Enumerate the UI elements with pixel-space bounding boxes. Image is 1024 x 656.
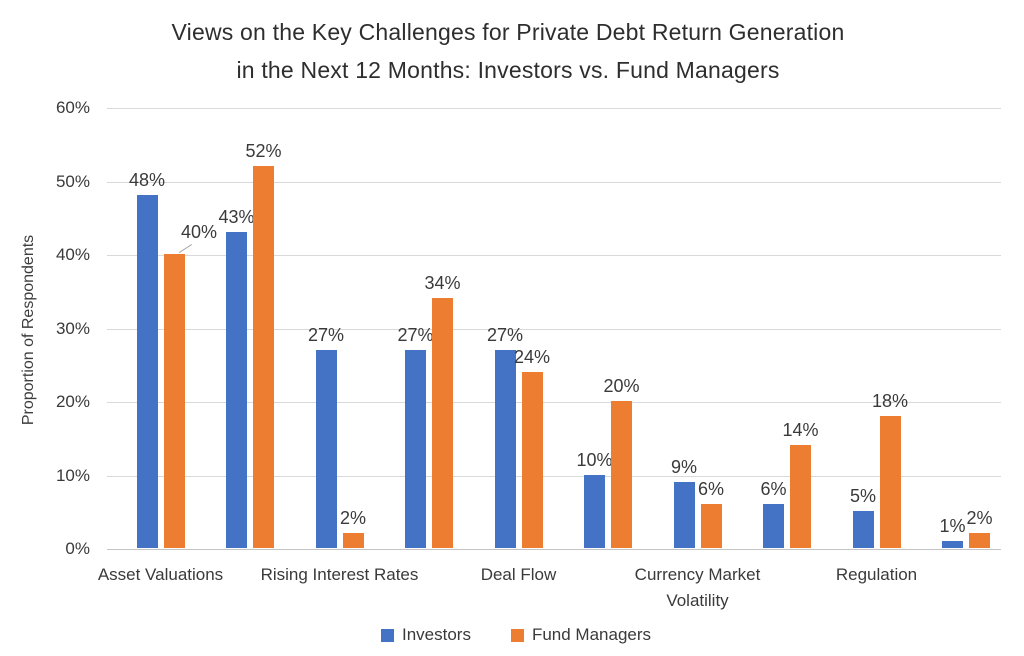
x-axis-label-deal-flow: Deal Flow	[480, 565, 557, 584]
y-tick-label: 20%	[55, 392, 90, 411]
y-tick-label: 40%	[55, 245, 90, 264]
plot-area: 48% 43% 27% 27% 27% 10% 9% 6% 5% 1% 40% 52% 2% 34% 24%…	[107, 108, 1001, 550]
legend-label: Investors	[401, 625, 471, 644]
gridline	[107, 255, 1001, 256]
bar-value-label: 10%	[576, 449, 613, 470]
bar-fund-managers	[879, 415, 901, 548]
bar-value-label: 24%	[513, 346, 551, 367]
bar-value-label: 48%	[128, 170, 166, 191]
y-tick-label: 0%	[65, 539, 90, 558]
bar-investors	[852, 511, 874, 548]
y-tick-label: 10%	[55, 465, 90, 485]
bar-investors	[136, 195, 158, 548]
bar-fund-managers	[790, 445, 811, 548]
bar-fund-managers	[521, 371, 543, 548]
gridline	[107, 108, 1001, 109]
bar-investors	[584, 474, 605, 548]
gridline	[107, 549, 1001, 550]
bar-value-label: 43%	[218, 206, 255, 227]
x-axis-label-asset-valuations: Asset Valuations	[97, 565, 224, 584]
bar-value-label: 27%	[307, 324, 345, 345]
legend: Investors Fund Managers	[0, 625, 1024, 645]
y-tick-label: 50%	[55, 171, 90, 191]
bar-fund-managers	[342, 533, 364, 548]
bar-value-label: 9%	[670, 456, 697, 477]
bar-value-label: 5%	[849, 486, 876, 507]
legend-item-fund-managers: Fund Managers	[510, 625, 652, 645]
bar-value-label: 20%	[603, 376, 640, 396]
bar-investors	[673, 481, 695, 548]
bar-value-label: 1%	[939, 515, 966, 536]
bar-value-label: 2%	[339, 508, 366, 529]
bar-fund-managers	[163, 254, 185, 548]
bar-investors	[315, 349, 337, 548]
bar-value-label: 27%	[397, 324, 434, 345]
legend-swatch-investors	[380, 628, 394, 642]
bar-value-label: 6%	[697, 478, 724, 499]
bar-value-label: 18%	[871, 390, 909, 411]
x-axis-label-rising-interest-rates: Rising Interest Rates	[260, 565, 419, 584]
bar-value-label: 2%	[966, 508, 993, 529]
gridline	[107, 402, 1001, 403]
bar-value-label: 6%	[760, 478, 787, 499]
chart-title-line2: in the Next 12 Months: Investors vs. Fun…	[236, 57, 780, 83]
bar-investors	[942, 540, 963, 548]
legend-label: Fund Managers	[531, 625, 652, 644]
bar-value-label: 52%	[245, 140, 282, 161]
gridline	[107, 328, 1001, 330]
bar-investors	[226, 231, 247, 548]
bar-value-label: 27%	[486, 324, 524, 345]
bar-fund-managers	[969, 533, 990, 548]
x-axis-label-regulation: Regulation	[835, 565, 918, 584]
bar-investors	[494, 349, 516, 548]
bar-value-label: 34%	[424, 273, 461, 294]
x-axis-label-currency-market-volatility: Currency Market Volatility	[634, 565, 761, 610]
gridline	[107, 181, 1001, 183]
chart-title-line1: Views on the Key Challenges for Private …	[171, 19, 845, 45]
bar-value-label: 40%	[180, 222, 218, 242]
bar-investors	[405, 349, 426, 548]
y-tick-label: 30%	[55, 318, 90, 338]
bar-fund-managers	[700, 503, 722, 548]
bar-investors	[763, 503, 784, 548]
bar-fund-managers	[432, 298, 453, 548]
bar-fund-managers	[253, 165, 274, 548]
bar-value-label: 14%	[782, 420, 819, 441]
legend-item-investors: Investors	[380, 625, 471, 645]
bar-fund-managers	[611, 401, 632, 548]
callout-leader-line	[178, 243, 192, 254]
chart-title: Views on the Key Challenges for Private …	[4, 13, 1012, 89]
legend-swatch-fund-managers	[510, 628, 524, 642]
y-tick-label: 60%	[55, 98, 90, 117]
gridline	[107, 475, 1001, 477]
